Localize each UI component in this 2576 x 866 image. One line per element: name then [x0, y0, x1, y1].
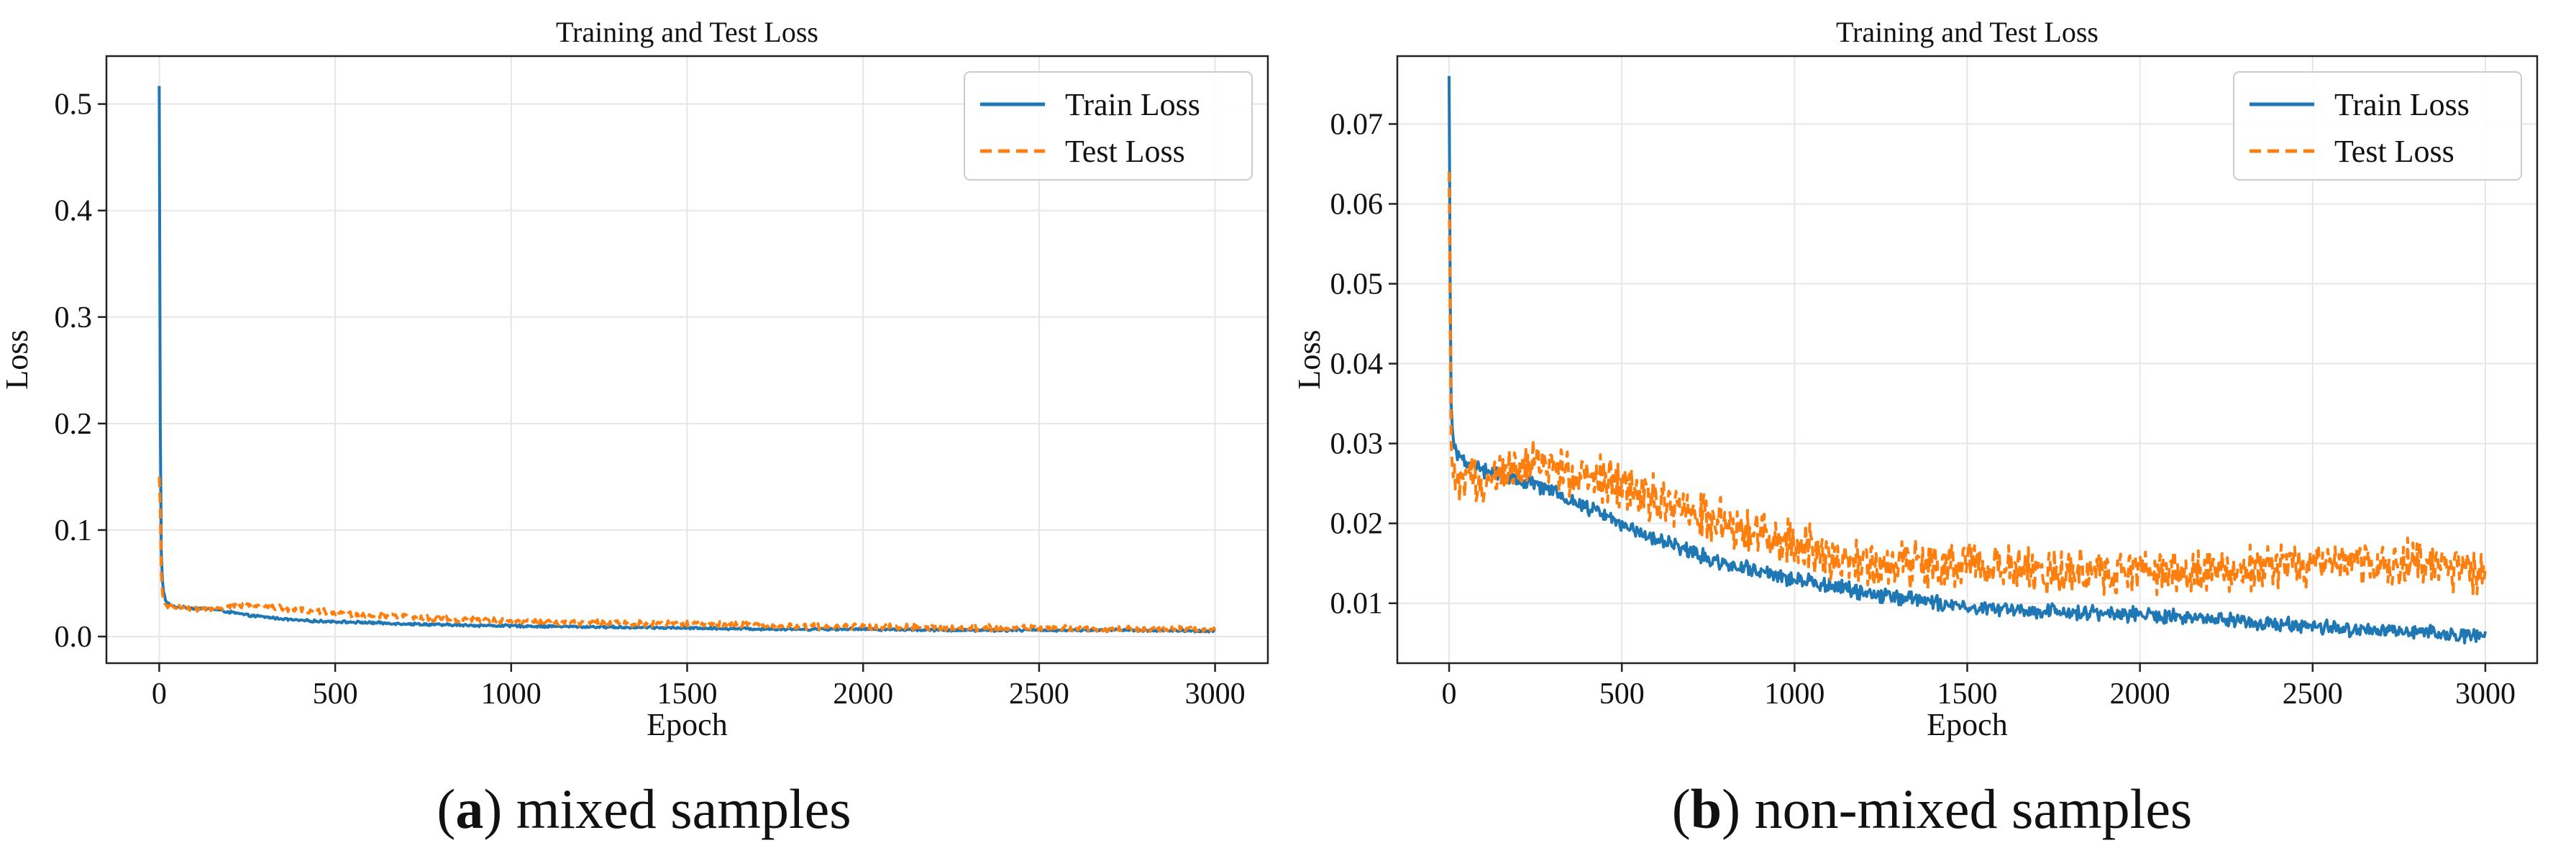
y-tick-label: 0.3 [55, 301, 93, 334]
x-tick-label: 500 [313, 678, 358, 711]
y-tick-label: 0.1 [55, 514, 93, 547]
series-test-line-b [1448, 171, 2487, 597]
x-tick-label: 2500 [2283, 678, 2343, 711]
y-tick-label: 0.03 [1330, 428, 1384, 461]
y-tick-label: 0.06 [1330, 188, 1384, 221]
chart-title: Training and Test Loss [1836, 16, 2098, 48]
caption-letter-a: a [455, 778, 484, 840]
caption-letter-b: b [1690, 778, 1722, 840]
caption-b: (b) non-mixed samples [1671, 778, 2193, 840]
caption-a: (a) mixed samples [437, 778, 851, 840]
x-tick-label: 2000 [833, 678, 893, 711]
x-tick-label: 500 [1599, 678, 1645, 711]
x-tick-label: 3000 [2455, 678, 2516, 711]
legend: Train Loss Test Loss [2233, 71, 2522, 181]
x-tick-label: 1500 [1937, 678, 1998, 711]
y-tick-label: 0.01 [1330, 588, 1384, 621]
x-tick-label: 1000 [481, 678, 542, 711]
y-tick-label: 0.04 [1330, 348, 1384, 381]
series-train-line-b [1448, 76, 2487, 644]
y-tick-label: 0.2 [55, 408, 93, 441]
y-tick-label: 0.5 [55, 88, 93, 122]
legend-label-train: Train Loss [1065, 87, 1200, 122]
x-axis-label: Epoch [647, 707, 727, 742]
x-tick-label: 2500 [1009, 678, 1069, 711]
series-test-line-a [157, 476, 1217, 634]
legend: Train Loss Test Loss [964, 71, 1253, 181]
y-tick-label: 0.4 [55, 195, 93, 228]
x-tick-label: 3000 [1185, 678, 1246, 711]
caption-text-b: non-mixed samples [1754, 778, 2193, 840]
chart-panel-b: 0 500 1000 1500 2000 2500 3000 0.01 0.02 0.03 0.04… [1288, 0, 2576, 866]
y-axis-label: Loss [0, 329, 35, 389]
y-tick-label: 0.02 [1330, 508, 1384, 541]
y-tick-label: 0.0 [55, 621, 93, 654]
x-tick-label: 1000 [1764, 678, 1824, 711]
chart-title: Training and Test Loss [556, 16, 818, 48]
caption-text-a: mixed samples [516, 778, 851, 840]
chart-panel-a: 0 500 1000 1500 2000 2500 3000 0.0 0.1 0.2 0.3 0.4 0… [0, 16, 1269, 840]
x-tick-label: 1500 [657, 678, 718, 711]
x-tick-label: 0 [152, 678, 167, 711]
chart-b: 0 500 1000 1500 2000 2500 3000 0.01 0.02 0.03 0.04… [1292, 16, 2539, 742]
y-tick-label: 0.07 [1330, 108, 1384, 141]
legend-label-test: Test Loss [1065, 134, 1185, 169]
x-tick-label: 0 [1442, 678, 1457, 711]
y-tick-label: 0.05 [1330, 268, 1384, 301]
x-axis-label: Epoch [1927, 707, 2007, 742]
chart-a: 0 500 1000 1500 2000 2500 3000 0.0 0.1 0.2 0.3 0.4 0… [0, 16, 1269, 742]
y-axis-label: Loss [1292, 329, 1327, 389]
legend-label-test: Test Loss [2334, 134, 2454, 169]
x-tick-label: 2000 [2110, 678, 2170, 711]
legend-label-train: Train Loss [2334, 87, 2470, 122]
